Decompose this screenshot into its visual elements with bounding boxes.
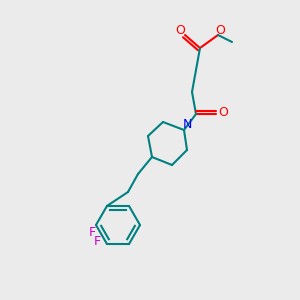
Text: F: F (88, 226, 96, 239)
Text: F: F (93, 235, 100, 248)
Text: O: O (215, 25, 225, 38)
Text: O: O (175, 25, 185, 38)
Text: O: O (218, 106, 228, 118)
Text: N: N (182, 118, 192, 131)
